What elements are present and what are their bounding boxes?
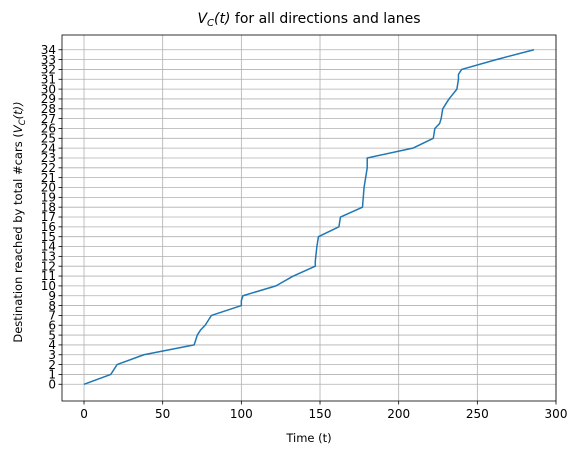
chart-title: VC(t) for all directions and lanes [197,11,420,29]
x-tick-label: 50 [155,407,170,421]
y-tick-label: 27 [41,112,56,126]
y-tick-label: 18 [41,200,56,214]
y-tick-label: 0 [48,377,56,391]
y-tick-label: 2 [48,358,56,372]
x-tick-label: 200 [387,407,410,421]
y-tick-label: 26 [41,122,56,136]
y-tick-label: 15 [41,230,56,244]
y-tick-label: 32 [41,63,56,77]
x-axis-label: Time (t) [285,431,331,445]
y-tick-label: 13 [41,250,56,264]
x-tick-label: 0 [80,407,88,421]
x-tick-label: 150 [309,407,332,421]
y-tick-label: 30 [41,82,56,96]
y-tick-label: 25 [41,132,56,146]
y-tick-label: 22 [41,161,56,175]
y-tick-label: 16 [41,220,56,234]
x-tick-label: 300 [545,407,568,421]
y-axis-label: Destination reached by total #cars (VC(t… [11,101,28,342]
y-tick-label: 3 [48,348,56,362]
y-tick-label: 28 [41,102,56,116]
y-tick-label: 5 [48,328,56,342]
axis-ticks: 0 50 100 150 200 250 3000123456789101112131415… [41,43,568,421]
y-tick-label: 31 [41,72,56,86]
y-tick-label: 12 [41,259,56,273]
y-tick-label: 20 [41,181,56,195]
y-tick-label: 1 [48,368,56,382]
x-tick-label: 100 [230,407,253,421]
x-tick-label: 250 [466,407,489,421]
series-line [83,49,535,385]
y-tick-label: 24 [41,141,56,155]
y-tick-label: 14 [41,240,56,254]
y-tick-label: 34 [41,43,56,57]
grid-lines [62,35,557,401]
y-tick-label: 6 [48,318,56,332]
y-tick-label: 17 [41,210,56,224]
y-tick-label: 21 [41,171,56,185]
y-tick-label: 8 [48,299,56,313]
y-tick-label: 11 [41,269,56,283]
y-tick-label: 33 [41,53,56,67]
y-tick-label: 23 [41,151,56,165]
y-tick-label: 19 [41,191,56,205]
plot-frame [61,34,557,402]
y-tick-label: 10 [41,279,56,293]
y-tick-label: 4 [48,338,56,352]
y-tick-label: 9 [48,289,56,303]
y-tick-label: 29 [41,92,56,106]
y-tick-label: 7 [48,309,56,323]
